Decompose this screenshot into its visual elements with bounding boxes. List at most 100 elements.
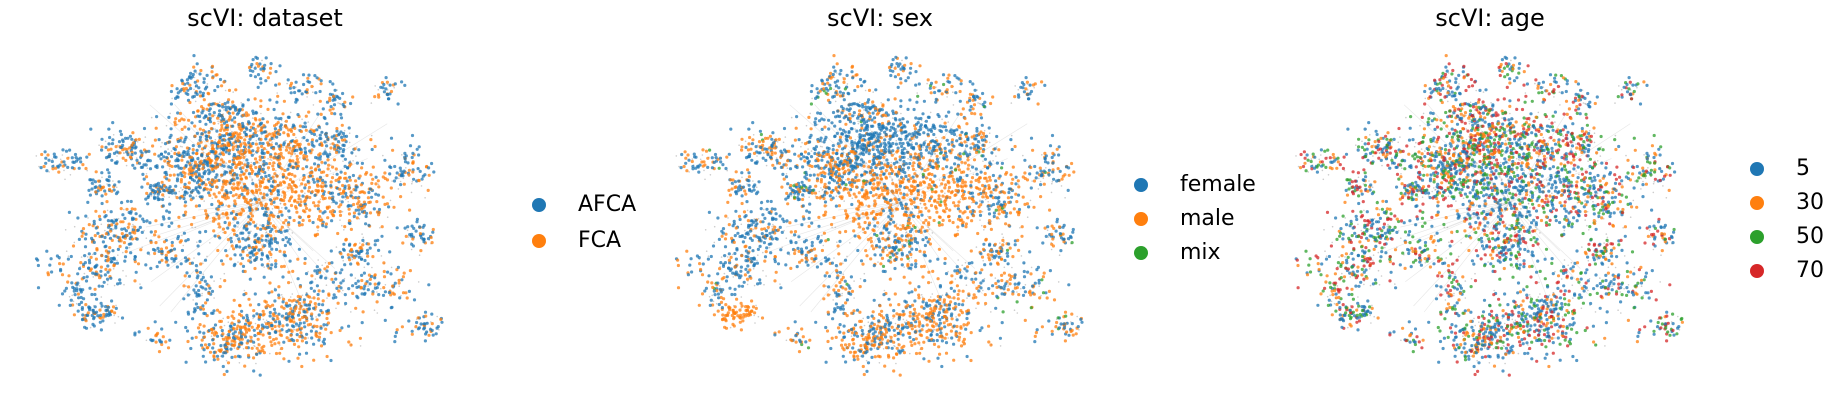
legend-marker — [532, 198, 546, 212]
scatter-point — [170, 164, 174, 169]
scatter-point — [293, 126, 297, 130]
scatter-point — [982, 160, 984, 162]
scatter-point — [332, 158, 337, 162]
scatter-point — [47, 158, 51, 162]
scatter-point — [854, 128, 856, 130]
scatter-point — [139, 248, 143, 252]
scatter-point — [271, 312, 275, 316]
scatter-point — [843, 200, 845, 202]
scatter-point — [78, 285, 81, 287]
scatter-point — [92, 276, 95, 278]
scatter-point — [222, 231, 224, 234]
scatter-point — [296, 160, 300, 164]
scatter-point — [63, 169, 65, 172]
scatter-point — [202, 98, 206, 102]
scatter-point — [790, 195, 793, 197]
scatter-point — [833, 76, 836, 79]
scatter-point — [292, 328, 294, 331]
scatter-point — [274, 205, 278, 209]
scatter-point — [207, 191, 211, 195]
scatter-point — [298, 285, 302, 289]
scatter-point — [142, 141, 145, 144]
scatter-point — [906, 133, 909, 135]
scatter-point — [225, 128, 229, 132]
scatter-point — [284, 176, 288, 180]
scatter-point — [182, 154, 186, 158]
scatter-point — [214, 161, 218, 165]
scatter-point — [203, 169, 207, 173]
scatter-point — [192, 65, 196, 69]
scatter-point — [127, 222, 131, 226]
scatter-point — [180, 248, 184, 253]
scatter-point — [427, 166, 431, 170]
scatter-point — [253, 66, 257, 70]
scatter-point — [415, 320, 419, 325]
scatter-point — [316, 179, 320, 183]
scatter-point — [300, 182, 304, 186]
scatter-point — [952, 91, 954, 93]
scatter-point — [317, 125, 321, 129]
scatter-point — [941, 118, 943, 121]
scatter-point — [280, 213, 284, 217]
scatter-point — [1014, 85, 1016, 87]
scatter-point — [382, 261, 386, 265]
scatter-point — [80, 306, 84, 310]
scatter-point — [358, 174, 362, 178]
scatter-point — [287, 223, 291, 227]
scatter-point — [255, 190, 259, 195]
scatter-point — [73, 241, 76, 244]
legend-label: AFCA — [578, 192, 637, 217]
scatter-point — [327, 261, 331, 265]
scatter-point — [333, 147, 337, 151]
scatter-point — [257, 248, 261, 252]
scatter-point — [895, 139, 898, 142]
scatter-point — [268, 213, 272, 217]
scatter-point — [218, 225, 222, 229]
scatter-point — [287, 298, 291, 302]
scatter-point — [141, 172, 145, 176]
scatter-point — [334, 271, 338, 275]
scatter-point — [427, 283, 431, 287]
scatter-point — [294, 165, 298, 169]
scatter-point — [227, 98, 231, 102]
trajectory-filament — [170, 202, 262, 313]
scatter-point — [198, 127, 202, 131]
scatter-point — [167, 178, 171, 182]
scatter-point — [169, 102, 173, 106]
scatter-point — [310, 312, 314, 316]
scatter-point — [238, 108, 242, 113]
scatter-point — [397, 281, 401, 285]
scatter-point — [412, 298, 417, 302]
scatter-point — [238, 362, 241, 364]
scatter-point — [324, 261, 327, 264]
scatter-point — [363, 258, 367, 263]
scatter-point — [198, 90, 202, 94]
scatter-point — [741, 176, 743, 179]
scatter-point — [178, 139, 182, 143]
scatter-point — [201, 304, 205, 308]
scatter-point — [210, 331, 214, 335]
scatter-point — [400, 278, 404, 282]
scatter-point — [307, 337, 310, 339]
scatter-point — [277, 128, 281, 132]
scatter-point — [201, 163, 205, 167]
scatter-point — [282, 191, 287, 195]
scatter-point — [232, 152, 236, 157]
scatter-point — [98, 217, 102, 222]
scatter-point — [192, 310, 196, 314]
scatter-point — [354, 179, 358, 183]
scatter-point — [983, 129, 986, 132]
scatter-point — [175, 87, 179, 91]
scatter-point — [288, 216, 292, 220]
scatter-point — [325, 269, 329, 273]
scatter-point — [144, 263, 148, 267]
scatter-point — [169, 155, 174, 159]
scatter-point — [270, 247, 274, 251]
scatter-point — [983, 277, 986, 280]
scatter-point — [343, 171, 347, 175]
scatter-point — [280, 314, 284, 318]
scatter-point — [369, 274, 374, 279]
scatter-point — [395, 171, 399, 175]
scatter-point — [133, 151, 137, 155]
scatter-point — [404, 154, 408, 158]
